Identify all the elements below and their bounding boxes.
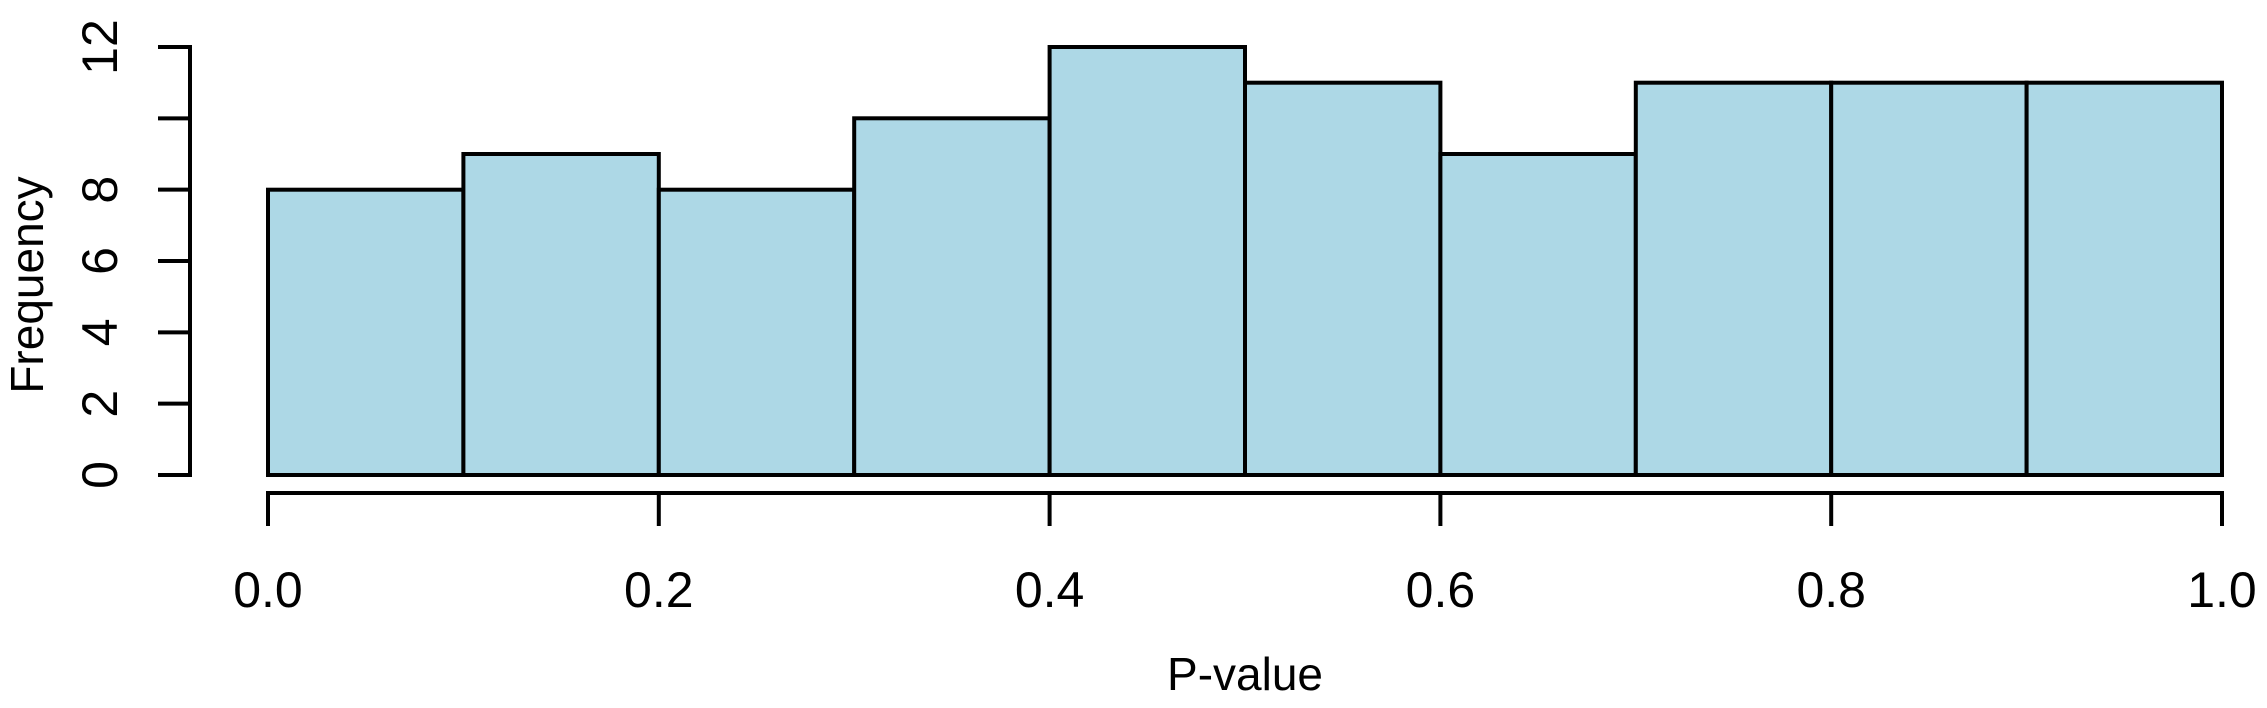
bars-layer bbox=[266, 45, 2224, 478]
histogram-bar bbox=[461, 152, 661, 477]
axes-layer: 0 2 4 6 8 12 0.0 0.2 0.4 0.6 0.8 1.0 bbox=[72, 19, 2257, 618]
histogram-bar bbox=[852, 116, 1052, 478]
y-tick-label: 4 bbox=[72, 318, 128, 346]
histogram-bar bbox=[2024, 80, 2224, 477]
histogram-bar bbox=[1438, 152, 1638, 477]
x-tick-label: 0.4 bbox=[1015, 562, 1085, 618]
x-tick-label: 0.2 bbox=[624, 562, 694, 618]
y-tick-label: 2 bbox=[72, 390, 128, 418]
y-tick-label: 8 bbox=[72, 176, 128, 204]
histogram-bar bbox=[656, 187, 857, 477]
histogram-bar bbox=[1243, 80, 1443, 477]
x-tick-label: 0.8 bbox=[1796, 562, 1866, 618]
y-tick-label: 6 bbox=[72, 247, 128, 275]
histogram-bar bbox=[1633, 80, 1834, 477]
histogram-bar bbox=[1829, 80, 2029, 477]
y-tick-label: 12 bbox=[72, 19, 128, 75]
histogram-bar bbox=[1047, 45, 1247, 477]
x-tick-label: 1.0 bbox=[2187, 562, 2257, 618]
x-tick-label: 0.6 bbox=[1406, 562, 1476, 618]
histogram-bar bbox=[266, 187, 466, 477]
x-axis-title: P-value bbox=[1167, 648, 1323, 700]
y-tick-label: 0 bbox=[72, 461, 128, 489]
y-axis-title: Frequency bbox=[1, 176, 53, 393]
x-tick-label: 0.0 bbox=[233, 562, 303, 618]
